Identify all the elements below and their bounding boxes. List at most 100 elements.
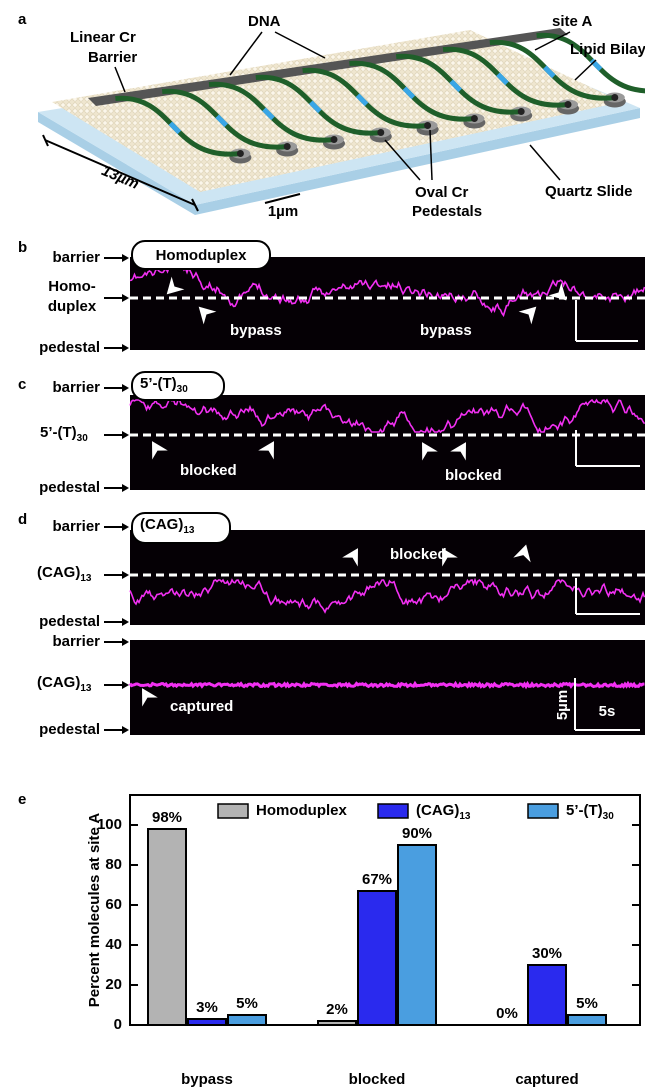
label-text: 5’-(T) — [40, 424, 77, 441]
dna-end — [237, 150, 244, 157]
dna-end — [611, 94, 618, 101]
label: blocked — [180, 462, 237, 479]
x-tick-label: blocked — [349, 1071, 406, 1088]
label: barrier — [52, 518, 100, 535]
label: 1µm — [268, 203, 298, 220]
label: Lipid Bilayer — [570, 41, 645, 58]
label: bypass — [230, 322, 282, 339]
axis-arrowhead — [122, 618, 129, 626]
axis-arrowhead — [122, 523, 129, 531]
axis-arrowhead — [122, 431, 129, 439]
bar — [398, 845, 436, 1025]
label: (CAG)13 — [37, 564, 92, 584]
axis-arrowhead — [122, 294, 129, 302]
axis-arrowhead — [122, 484, 129, 492]
label: Homo- — [48, 278, 96, 295]
label: 5’-(T)30 — [40, 424, 88, 444]
label: d — [18, 511, 27, 528]
legend-swatch — [528, 804, 558, 818]
label-subscript: 30 — [177, 384, 189, 395]
legend-text: Homoduplex — [256, 802, 347, 819]
axis-arrowhead — [122, 726, 129, 734]
label: Quartz Slide — [545, 183, 633, 200]
label: c — [18, 376, 26, 393]
axis-arrowhead — [122, 571, 129, 579]
label: Barrier — [88, 49, 137, 66]
value-label: 90% — [402, 825, 432, 842]
value-label: 98% — [152, 809, 182, 826]
value-label: 0% — [496, 1005, 518, 1022]
legend-text: (CAG) — [416, 802, 459, 819]
kymograph — [130, 530, 645, 625]
dna-end — [471, 115, 478, 122]
label: barrier — [52, 249, 100, 266]
label: DNA — [248, 13, 281, 30]
bar — [528, 965, 566, 1025]
label: captured — [170, 698, 233, 715]
bar — [228, 1015, 266, 1025]
leader — [575, 60, 596, 80]
legend-label: Homoduplex — [256, 802, 347, 819]
dna-end — [518, 108, 525, 115]
leader — [275, 32, 325, 58]
y-tick-label: 40 — [105, 936, 122, 953]
label: blocked — [390, 546, 447, 563]
value-label: 2% — [326, 1001, 348, 1018]
label-subscript: 13 — [80, 573, 92, 584]
label: 5s — [599, 703, 616, 720]
x-tick-label: bypass — [181, 1071, 233, 1088]
label-text: 5’-(T) — [140, 375, 177, 392]
legend-swatch — [218, 804, 248, 818]
label-subscript: 13 — [183, 525, 195, 536]
label-subscript: 13 — [80, 683, 92, 694]
axis-arrowhead — [122, 344, 129, 352]
y-tick-label: 80 — [105, 856, 122, 873]
legend-label: 5’-(T)30 — [566, 802, 614, 822]
value-label: 5% — [576, 995, 598, 1012]
label: Homoduplex — [156, 247, 247, 264]
label: Linear Cr — [70, 29, 136, 46]
dna-end — [331, 136, 338, 143]
legend-subscript: 13 — [459, 811, 471, 822]
y-tick-label: 100 — [97, 816, 122, 833]
label: bypass — [420, 322, 472, 339]
label: blocked — [445, 467, 502, 484]
label: a — [18, 11, 27, 28]
y-tick-label: 0 — [114, 1016, 122, 1033]
legend-subscript: 30 — [603, 811, 615, 822]
label: duplex — [48, 298, 97, 315]
value-label: 67% — [362, 871, 392, 888]
y-tick-label: 20 — [105, 976, 122, 993]
value-label: 30% — [532, 945, 562, 962]
label: (CAG)13 — [37, 674, 92, 694]
figure: a Linear Cr Barrier DNA site A Lipid Bilayer 1… — [0, 0, 645, 1088]
bar — [148, 829, 186, 1025]
label: pedestal — [39, 721, 100, 738]
dna-end — [424, 122, 431, 129]
label: 5µm — [554, 690, 571, 720]
bar — [568, 1015, 606, 1025]
label: pedestal — [39, 613, 100, 630]
kymograph — [130, 257, 645, 350]
dna-end — [377, 129, 384, 136]
label: b — [18, 239, 27, 256]
label-subscript: 30 — [77, 433, 89, 444]
label: Oval Cr — [415, 184, 469, 201]
axis-arrowhead — [122, 384, 129, 392]
label: pedestal — [39, 479, 100, 496]
x-tick-label: captured — [515, 1071, 578, 1088]
label: barrier — [52, 633, 100, 650]
label-text: (CAG) — [37, 674, 80, 691]
axis-arrowhead — [122, 254, 129, 262]
label-text: (CAG) — [37, 564, 80, 581]
y-tick-label: 60 — [105, 896, 122, 913]
label: site A — [552, 13, 592, 30]
axis-arrowhead — [122, 638, 129, 646]
label-text: (CAG) — [140, 516, 183, 533]
value-label: 3% — [196, 999, 218, 1016]
leader — [115, 67, 125, 92]
label: pedestal — [39, 339, 100, 356]
dna-end — [565, 101, 572, 108]
label: Percent molecules at site A — [86, 813, 103, 1008]
axis-arrowhead — [122, 681, 129, 689]
